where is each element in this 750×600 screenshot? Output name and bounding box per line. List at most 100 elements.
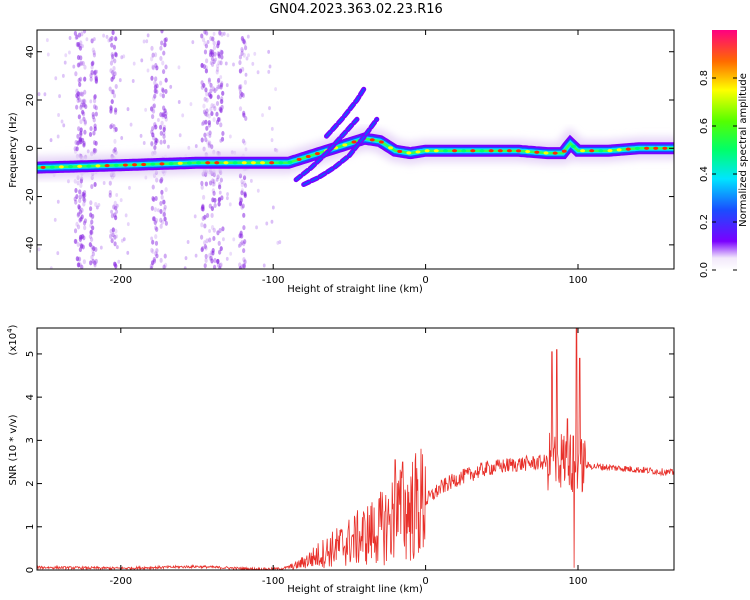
noise-dot	[218, 106, 222, 112]
noise-dot	[122, 54, 126, 59]
noise-dot	[153, 84, 158, 90]
noise-dot	[76, 140, 80, 146]
ridge-blob	[506, 149, 512, 153]
ridge-blob	[113, 163, 119, 167]
spectrogram-y-axis-label: Frequency (Hz)	[8, 112, 19, 188]
noise-dot	[219, 246, 223, 252]
noise-dot	[210, 144, 214, 150]
noise-dot	[193, 214, 197, 219]
ridge-blob	[634, 146, 640, 151]
spectrogram-frame	[36, 29, 675, 270]
noise-dot	[203, 240, 207, 246]
noise-dot	[108, 86, 112, 92]
noise-dot	[80, 214, 84, 220]
noise-dot	[213, 88, 217, 94]
noise-dot	[145, 39, 149, 44]
ridge-blob	[607, 148, 613, 153]
noise-dot	[208, 180, 213, 186]
noise-dot	[120, 136, 124, 141]
noise-dot	[91, 60, 95, 66]
noise-dot	[95, 205, 99, 210]
noise-dot	[109, 105, 113, 111]
noise-dot	[78, 194, 83, 200]
noise-dot	[194, 253, 198, 258]
noise-dot	[251, 61, 255, 66]
noise-dot	[239, 230, 243, 236]
noise-dot	[161, 60, 165, 66]
noise-dot	[205, 91, 209, 97]
noise-dot	[78, 45, 83, 51]
noise-dot	[76, 180, 80, 186]
noise-dot	[78, 82, 82, 88]
snr-panel: -200 -100 0 100 0 1 2 3 4 5 Height of straight l…	[6, 324, 675, 595]
noise-dot	[77, 97, 82, 103]
noise-dot	[74, 71, 78, 77]
spectrogram-x-tick-label: 100	[568, 275, 587, 286]
noise-dot	[163, 42, 167, 48]
noise-dot	[232, 237, 236, 242]
noise-dot	[142, 141, 146, 146]
noise-dot	[246, 34, 250, 39]
noise-dot	[208, 140, 212, 146]
noise-dot	[81, 60, 85, 66]
noise-dot	[112, 74, 116, 80]
noise-dot	[154, 218, 159, 224]
noise-dot	[163, 108, 167, 114]
ridge-blob	[580, 149, 586, 153]
noise-dot	[126, 222, 130, 227]
ridge-blob	[86, 164, 92, 168]
noise-dot	[113, 212, 117, 218]
noise-dot	[240, 92, 244, 98]
noise-dot	[92, 147, 97, 153]
chart-title: GN04.2023.363.02.23.R16	[269, 2, 443, 17]
noise-dot	[150, 263, 154, 269]
noise-dot	[207, 143, 211, 149]
noise-dot	[146, 68, 150, 73]
snr-y-tick-label: 0	[25, 567, 36, 573]
noise-dot	[77, 211, 81, 217]
noise-dot	[154, 251, 158, 257]
noise-dot	[91, 248, 95, 254]
noise-dot	[83, 218, 88, 224]
noise-dot	[152, 196, 156, 202]
snr-y-ticks: 0 1 2 3 4 5	[25, 351, 674, 573]
noise-dot	[67, 179, 70, 184]
colorbar: 0.0 0.2 0.4 0.6 0.8 Normalized spectral ampl…	[699, 30, 749, 278]
noise-dot	[205, 212, 210, 218]
spectrogram-x-axis-label: Height of straight line (km)	[287, 284, 423, 295]
noise-dot	[211, 188, 215, 194]
noise-dot	[82, 140, 86, 146]
noise-dot	[117, 259, 121, 264]
noise-dot	[90, 230, 94, 236]
noise-dot	[111, 70, 115, 76]
noise-dot	[203, 214, 207, 220]
ridge-blob	[141, 162, 147, 167]
noise-dot	[229, 251, 233, 256]
noise-dot	[68, 35, 72, 40]
ridge-blob	[397, 149, 403, 154]
noise-dot	[76, 54, 81, 60]
noise-dot	[102, 33, 106, 38]
noise-dot	[164, 114, 168, 120]
noise-dot	[226, 192, 229, 197]
noise-dot	[210, 61, 215, 67]
noise-dot	[210, 212, 214, 218]
noise-dot	[212, 190, 216, 196]
noise-dot	[210, 225, 215, 231]
noise-dot	[57, 113, 60, 118]
colorbar-ticks: 0.0 0.2 0.4 0.6 0.8	[699, 70, 737, 278]
noise-dot	[151, 184, 155, 190]
noise-dot	[82, 98, 86, 104]
noise-dot	[92, 117, 96, 123]
noise-dot	[94, 201, 98, 207]
noise-dot	[265, 221, 269, 226]
noise-dot	[215, 67, 220, 73]
noise-dot	[243, 140, 247, 146]
noise-dot	[242, 180, 246, 186]
noise-dot	[238, 173, 243, 179]
noise-dot	[159, 45, 163, 51]
ridge-blob	[186, 161, 192, 165]
noise-dot	[210, 56, 215, 62]
noise-dot	[77, 32, 82, 38]
noise-dot	[214, 57, 217, 62]
